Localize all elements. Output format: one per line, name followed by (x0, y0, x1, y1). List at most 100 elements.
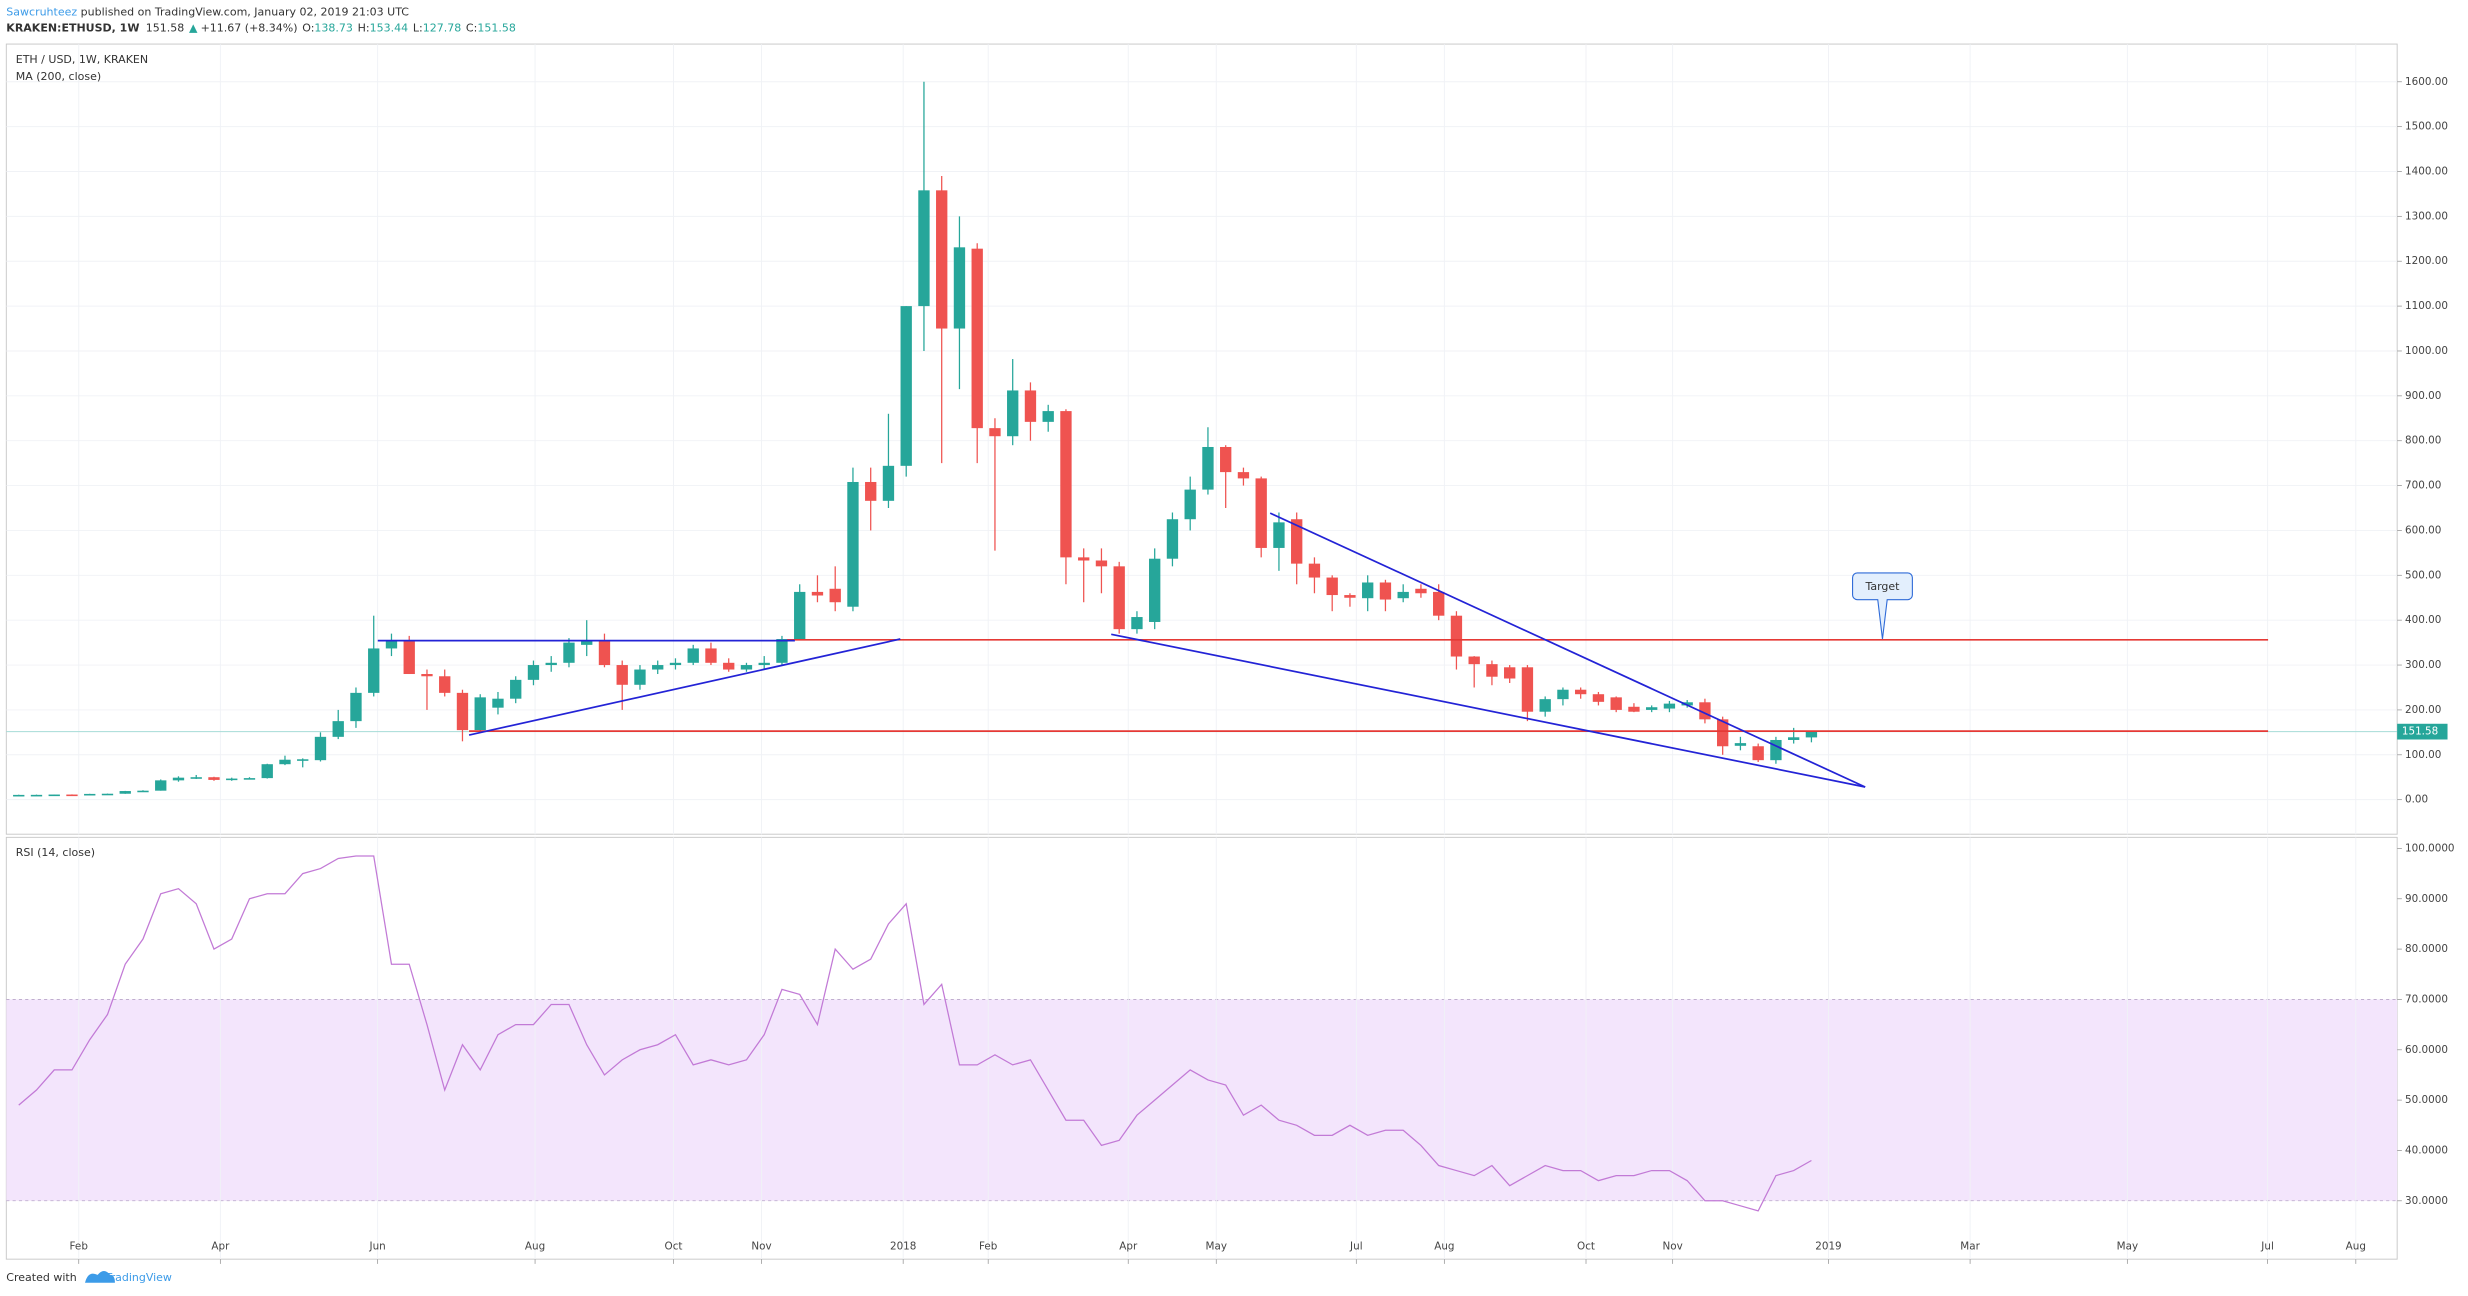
candle-body (758, 662, 770, 666)
y-tick-label: 1100.00 (2405, 300, 2448, 312)
candle-body (1326, 577, 1338, 596)
symbol: KRAKEN:ETHUSD, 1W (6, 21, 139, 34)
candle-body (510, 679, 522, 699)
candle-body (723, 662, 735, 670)
candle-body (545, 662, 557, 666)
x-tick-label: Jul (2260, 1241, 2274, 1253)
candle-body (1255, 478, 1267, 548)
x-tick-label: Aug (525, 1241, 545, 1253)
candle-body (403, 640, 415, 675)
candle-body (137, 790, 149, 793)
y-tick-label: 80.0000 (2405, 943, 2448, 955)
y-tick-label: 100.00 (2405, 749, 2441, 761)
x-tick-label: 2018 (890, 1241, 916, 1253)
candle-body (172, 777, 185, 781)
ohlc-value: 153.44 (370, 21, 409, 34)
ohlc-value: 151.58 (477, 21, 515, 34)
wedge-bottom (1111, 633, 1866, 788)
candle-body (1149, 558, 1161, 622)
candle-body (581, 640, 593, 645)
candle-body (1237, 472, 1250, 479)
candle-body (936, 190, 948, 329)
ohlc-value: 127.78 (423, 21, 462, 34)
candle-body (1344, 595, 1356, 598)
y-tick-label: 60.0000 (2405, 1044, 2448, 1056)
candle-body (811, 591, 824, 596)
candle-body (456, 692, 469, 731)
footer: Created with TradingView (6, 1270, 172, 1284)
x-tick-label: May (1206, 1241, 1227, 1253)
candle-body (740, 665, 753, 670)
candle-body (776, 639, 788, 663)
candle-body (1805, 731, 1818, 738)
candle-body (385, 640, 398, 649)
candle-body (616, 665, 628, 685)
candle-body (1024, 390, 1037, 422)
candle-body (1291, 519, 1303, 564)
candle-body (1681, 702, 1693, 706)
ohlc-key: H: (358, 21, 370, 34)
candle-body (30, 794, 43, 797)
ohlc-value: 138.73 (314, 21, 353, 34)
x-tick-label: Feb (70, 1241, 89, 1253)
candle-body (190, 777, 202, 779)
header: Sawcruhteez published on TradingView.com… (6, 6, 516, 35)
candle-body (1060, 411, 1072, 558)
x-tick-label: Jun (369, 1241, 386, 1253)
y-tick-label: 50.0000 (2405, 1094, 2448, 1106)
arrow: ▲ (189, 21, 198, 34)
candle-body (794, 591, 806, 640)
x-tick-label: Aug (1434, 1241, 1454, 1253)
candle-body (332, 721, 344, 737)
header-line: Sawcruhteez published on TradingView.com… (6, 6, 409, 19)
x-tick-label: 2019 (1815, 1241, 1841, 1253)
candle-body (1699, 702, 1711, 720)
rsi-layer: 30.0000 40.0000 50.0000 60.0000 70.0000 80.00… (6, 837, 2455, 1264)
candle-body (1450, 615, 1463, 657)
candle-body (953, 247, 966, 329)
candle-body (84, 793, 96, 796)
candle-body (598, 640, 611, 666)
candle-body (297, 759, 309, 761)
candle-body (1717, 719, 1729, 747)
candle-body (989, 428, 1001, 437)
author: Sawcruhteez (6, 6, 77, 19)
price-tag-label: 151.58 (2402, 726, 2438, 738)
candle-body (1610, 697, 1622, 710)
footer-text: Created with (6, 1271, 76, 1284)
candle-body (119, 791, 131, 794)
x-tick-label: Nov (751, 1241, 771, 1253)
published: published on TradingView.com, January 02… (77, 6, 409, 19)
triangle-bottom (468, 638, 901, 736)
y-tick-label: 700.00 (2405, 480, 2441, 492)
y-tick-label: 1500.00 (2405, 121, 2448, 133)
chart-title: ETH / USD, 1W, KRAKEN (16, 53, 148, 66)
rsi-line (18, 855, 1812, 1212)
candle-body (1663, 703, 1676, 709)
candle-body (652, 665, 664, 670)
y-tick-label: 1000.00 (2405, 345, 2448, 357)
candle-body (1468, 656, 1480, 665)
callout (1852, 572, 1913, 640)
x-tick-label: Apr (1119, 1241, 1138, 1253)
candle-body (101, 793, 114, 796)
x-tick-label: Oct (1577, 1241, 1595, 1253)
candle-body (527, 665, 540, 680)
x-tick-label: Mar (1960, 1241, 1980, 1253)
candle-body (900, 306, 912, 466)
footer-brand: TradingView (104, 1271, 171, 1284)
candle-body (368, 648, 380, 693)
candle-body (1592, 694, 1605, 702)
candle-body (1433, 591, 1445, 616)
y-tick-label: 1300.00 (2405, 210, 2448, 222)
candle-body (1308, 563, 1321, 578)
y-tick-label: 30.0000 (2405, 1195, 2448, 1207)
rsi-band (6, 999, 2398, 1201)
candle-body (439, 676, 451, 693)
annotation: Target (1864, 580, 1900, 593)
candle-body (1379, 582, 1392, 600)
ohlc-key: O: (302, 21, 314, 34)
price-pane (5, 43, 2398, 835)
candle-body (1770, 739, 1782, 761)
x-tick-label: Nov (1663, 1241, 1683, 1253)
